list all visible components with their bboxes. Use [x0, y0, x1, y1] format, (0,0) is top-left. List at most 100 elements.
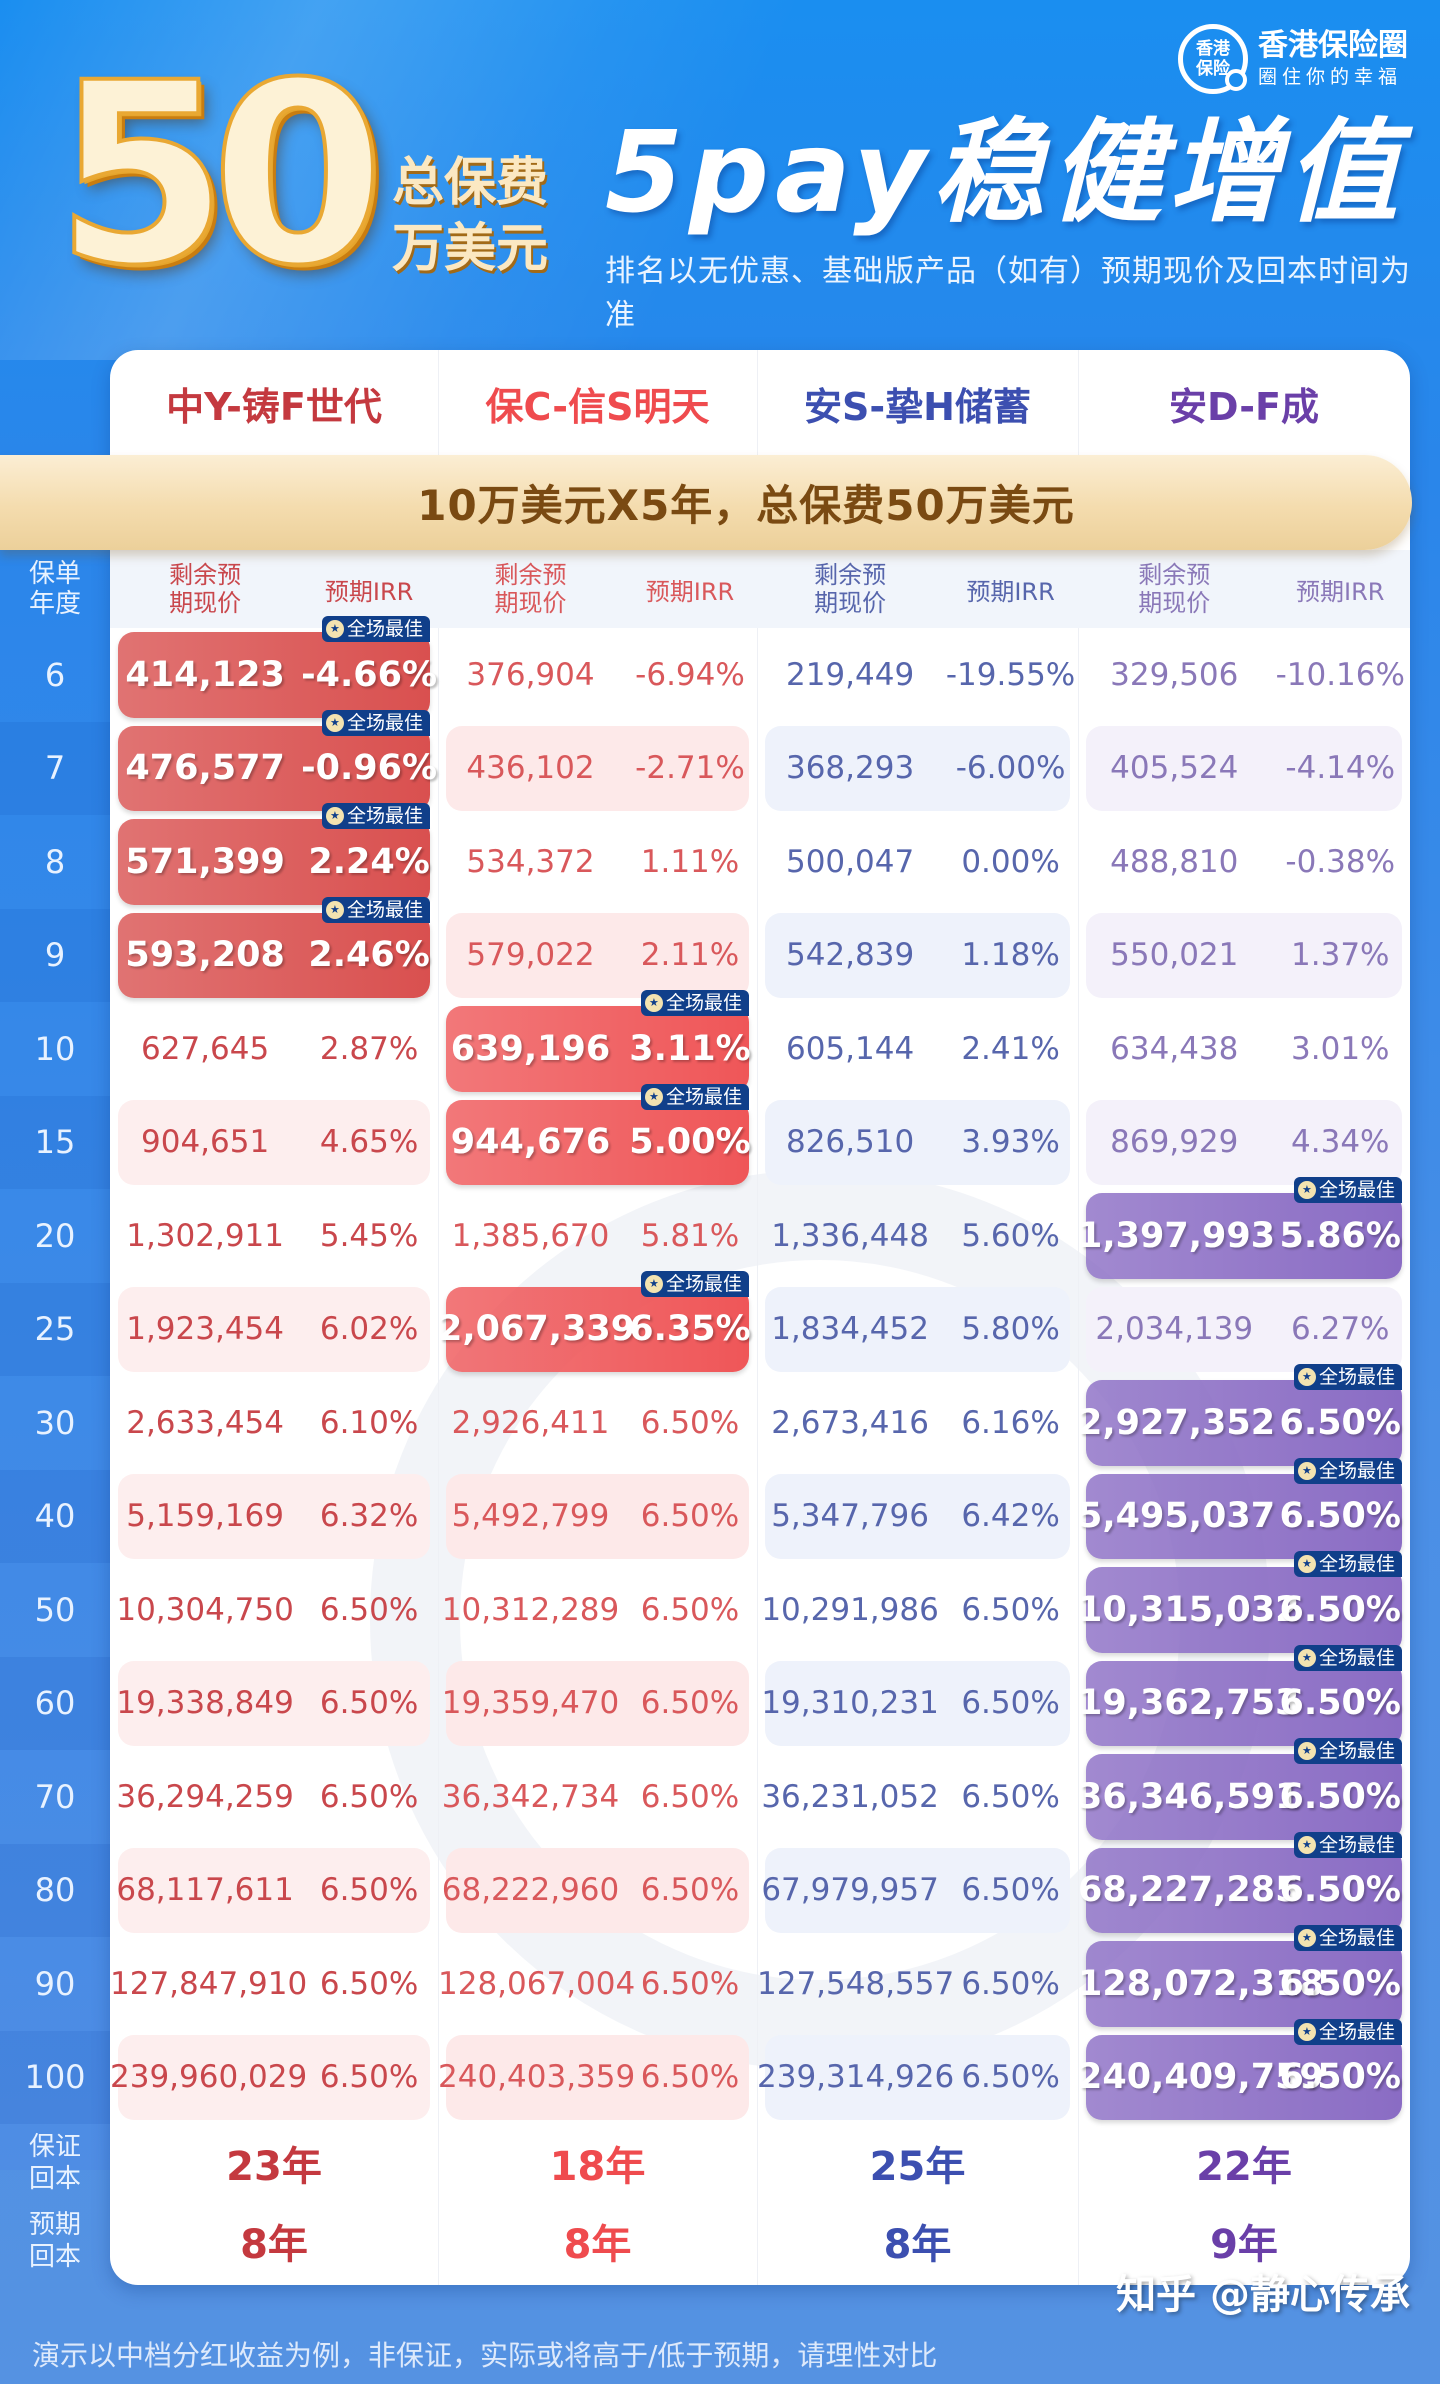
best-badge-label: 全场最佳 [346, 711, 423, 734]
table-row: 593,208 2.46% ★ 全场最佳 579,022 2.11% 542,839 1.18… [110, 896, 1410, 1003]
payback-years: 9年 [1210, 2222, 1278, 2268]
cash-value: 605,144 [785, 1030, 915, 1067]
cell-highlight [446, 1473, 749, 1559]
best-badge-label: 全场最佳 [346, 898, 423, 921]
best-value-cell: 571,399 2.24% ★ 全场最佳 [110, 803, 438, 909]
irr-value: 3.93% [961, 1124, 1060, 1161]
cell-highlight [1086, 1286, 1402, 1372]
best-badge-label: 全场最佳 [665, 1272, 742, 1295]
value-column-header: 剩余预期现价 [169, 561, 242, 617]
irr-value: 0.00% [961, 843, 1060, 880]
policy-year: 50 [34, 1590, 76, 1629]
cash-value: 10,304,750 [116, 1591, 294, 1628]
best-badge-label: 全场最佳 [1318, 1553, 1395, 1575]
irr-value: 6.50% [1279, 1589, 1401, 1630]
value-cell: 68,117,611 6.50% [110, 1844, 438, 1938]
cell-highlight [446, 1660, 749, 1746]
cell-highlight [118, 819, 430, 905]
cash-value: 19,359,470 [441, 1685, 620, 1722]
irr-value: 6.50% [1279, 1963, 1401, 2004]
cell-highlight [118, 725, 430, 811]
medal-icon: ★ [325, 713, 344, 732]
medal-icon: ★ [1297, 1181, 1316, 1199]
cash-value: 500,047 [785, 843, 915, 880]
policy-year: 60 [0, 1656, 110, 1750]
irr-value: 2.11% [640, 937, 740, 974]
value-cell: 219,449 -19.55% [757, 628, 1078, 722]
irr-value: 6.50% [319, 2059, 419, 2096]
cash-value: 534,372 [466, 843, 595, 880]
value-cell: 534,372 1.11% [438, 815, 757, 909]
logo-circle-line2: 保险 [1196, 59, 1230, 79]
irr-value: 5.60% [961, 1217, 1060, 1254]
payback-row: 8年 8年 8年 9年 [110, 2202, 1410, 2280]
cash-value: 5,492,799 [451, 1498, 610, 1535]
value-cell: 10,304,750 6.50% [110, 1563, 438, 1657]
cell-highlight [765, 1660, 1070, 1746]
value-cell: 5,347,796 6.42% [757, 1470, 1078, 1564]
policy-year: 30 [34, 1403, 76, 1442]
policy-year: 15 [0, 1095, 110, 1189]
cash-value: 128,072,318 [1078, 1963, 1324, 2004]
irr-value: 6.50% [640, 2059, 740, 2096]
hero-subtitle-line1: 总保费 [392, 153, 549, 213]
payback-row: 23年 18年 25年 22年 [110, 2124, 1410, 2202]
irr-value: 6.50% [1279, 1402, 1401, 1443]
best-badge-label: 全场最佳 [1318, 1366, 1395, 1388]
irr-value: 3.01% [1291, 1030, 1390, 1067]
irr-value: 6.42% [961, 1498, 1060, 1535]
cell-highlight [446, 725, 749, 811]
irr-value: -19.55% [945, 656, 1076, 693]
cash-value: 1,834,452 [771, 1311, 929, 1348]
cash-value: 2,926,411 [451, 1404, 610, 1441]
product-header: 保C-信S明天 [485, 384, 710, 429]
irr-value: 6.50% [319, 1872, 419, 1909]
value-cell: 127,548,557 6.50% [757, 1937, 1078, 2031]
irr-value: 6.50% [961, 1778, 1060, 1815]
table-row: 571,399 2.24% ★ 全场最佳 534,372 1.11% 500,047 0.00… [110, 803, 1410, 909]
irr-value: 2.24% [308, 841, 430, 882]
product-header: 中Y-铸F世代 [166, 384, 382, 429]
value-column-header: 剩余预期现价 [1138, 561, 1211, 617]
comparison-table: 中Y-铸F世代 保C-信S明天 安S-挚H储蓄 安D-F成 剩余预期现价 预期IRR 剩余… [110, 350, 1410, 2285]
cell-highlight [446, 1286, 749, 1372]
best-badge: ★ 全场最佳 [1293, 1177, 1402, 1203]
cash-value: 1,336,448 [771, 1217, 929, 1254]
value-cell: 1,834,452 5.80% [757, 1283, 1078, 1377]
policy-year: 8 [44, 842, 66, 881]
payback-years: 8年 [883, 2222, 952, 2268]
cell-highlight [1086, 1567, 1402, 1653]
value-cell: 2,926,411 6.50% [438, 1376, 757, 1470]
value-cell: 1,302,911 5.45% [110, 1189, 438, 1283]
cash-value: 5,159,169 [126, 1498, 284, 1535]
hero-subtitle: 总保费 万美元 [392, 150, 548, 282]
irr-value: 6.50% [961, 2059, 1060, 2096]
premium-banner-text: 10万美元X5年，总保费50万美元 [417, 481, 1075, 530]
medal-icon: ★ [644, 1274, 663, 1293]
best-value-cell: 5,495,037 6.50% ★ 全场最佳 [1078, 1457, 1410, 1564]
best-badge-label: 全场最佳 [665, 1085, 742, 1108]
cash-value: 368,293 [785, 750, 915, 787]
best-badge: ★ 全场最佳 [640, 990, 749, 1016]
cell-highlight [1086, 1099, 1402, 1185]
irr-value: 6.50% [961, 1685, 1060, 1722]
irr-value: 2.46% [308, 935, 430, 976]
best-badge-label: 全场最佳 [1318, 1179, 1395, 1201]
cell-highlight [1086, 725, 1402, 811]
page-description: 排名以无优惠、基础版产品（如有）预期现价及回本时间为准 [605, 254, 1411, 333]
premium-banner: 10万美元X5年，总保费50万美元 [0, 455, 1412, 550]
policy-year: 40 [0, 1469, 110, 1563]
cell-highlight [765, 912, 1070, 998]
value-cell: 239,960,029 6.50% [110, 2031, 438, 2125]
irr-value: 6.50% [1279, 1870, 1401, 1911]
best-badge-label: 全场最佳 [1318, 1927, 1395, 1949]
irr-value: 5.81% [640, 1217, 740, 1254]
value-cell: 542,839 1.18% [757, 909, 1078, 1003]
best-value-cell: 19,362,753 6.50% ★ 全场最佳 [1078, 1644, 1410, 1751]
cash-value: 36,294,259 [116, 1778, 294, 1815]
cash-value: 5,347,796 [771, 1498, 929, 1535]
value-cell: 550,021 1.37% [1078, 909, 1410, 1003]
irr-value: -4.14% [1285, 750, 1396, 787]
cash-value: 639,196 [450, 1028, 611, 1069]
cell-highlight [1086, 1754, 1402, 1840]
